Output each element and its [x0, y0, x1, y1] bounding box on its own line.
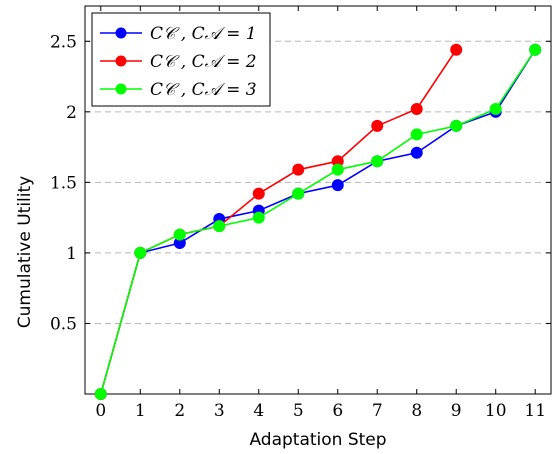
data-point — [173, 228, 186, 241]
series-line — [100, 49, 536, 395]
data-point — [134, 246, 147, 259]
data-point — [252, 187, 265, 200]
data-point — [529, 43, 542, 56]
data-point — [410, 146, 423, 159]
x-tick-label: 6 — [332, 401, 343, 421]
legend-item: 𝐶𝒞 , 𝐶𝒜 = 1 — [100, 24, 257, 44]
x-tick-label: 5 — [293, 401, 304, 421]
data-point — [410, 128, 423, 141]
legend: 𝐶𝒞 , 𝐶𝒜 = 1 𝐶𝒞 , 𝐶𝒜 = 2 𝐶𝒞 , 𝐶𝒜 = 3 — [91, 12, 271, 107]
x-tick-label: 9 — [451, 401, 462, 421]
data-point — [292, 163, 305, 176]
legend-label: 𝐶𝒞 , 𝐶𝒜 = 3 — [150, 80, 257, 100]
data-point — [371, 155, 384, 168]
data-point — [292, 187, 305, 200]
y-tick-label: 1 — [66, 244, 77, 264]
x-tick-label: 11 — [524, 401, 546, 421]
y-tick-label: 2.5 — [50, 32, 77, 52]
legend-label: 𝐶𝒞 , 𝐶𝒜 = 1 — [150, 24, 257, 44]
legend-swatch-marker — [115, 83, 127, 95]
y-axis-title: Cumulative Utility — [15, 176, 35, 328]
legend-label: 𝐶𝒞 , 𝐶𝒜 = 2 — [150, 52, 257, 72]
x-tick-label: 4 — [253, 401, 264, 421]
data-point — [450, 43, 463, 56]
data-point — [252, 211, 265, 224]
legend-item: 𝐶𝒞 , 𝐶𝒜 = 2 — [100, 52, 257, 72]
x-tick-label: 8 — [411, 401, 422, 421]
x-axis-title: Adaptation Step — [249, 430, 386, 450]
plot-frame — [84, 5, 552, 395]
x-tick-label: 3 — [214, 401, 225, 421]
data-point — [213, 220, 226, 233]
x-tick-label: 1 — [135, 401, 146, 421]
data-point — [331, 179, 344, 192]
x-tick-label: 10 — [485, 401, 507, 421]
series-3 — [94, 43, 542, 400]
y-tick-label: 2 — [66, 103, 77, 123]
y-tick-label: 0.5 — [50, 314, 77, 334]
data-point — [450, 119, 463, 132]
tick-labels: 0.5 1 1.5 2 2.5 0 1 2 3 4 5 6 7 8 9 10 11 — [50, 32, 546, 421]
x-tick-label: 7 — [372, 401, 383, 421]
legend-item: 𝐶𝒞 , 𝐶𝒜 = 3 — [100, 80, 257, 100]
data-point — [331, 163, 344, 176]
legend-swatch-marker — [115, 27, 127, 39]
series-lines — [94, 43, 542, 400]
data-point — [94, 388, 107, 400]
x-tick-label: 2 — [174, 401, 185, 421]
data-point — [371, 119, 384, 132]
y-tick-label: 1.5 — [50, 173, 77, 193]
data-point — [410, 102, 423, 115]
legend-swatch-marker — [115, 55, 127, 67]
data-point — [489, 102, 502, 115]
x-tick-label: 0 — [95, 401, 106, 421]
